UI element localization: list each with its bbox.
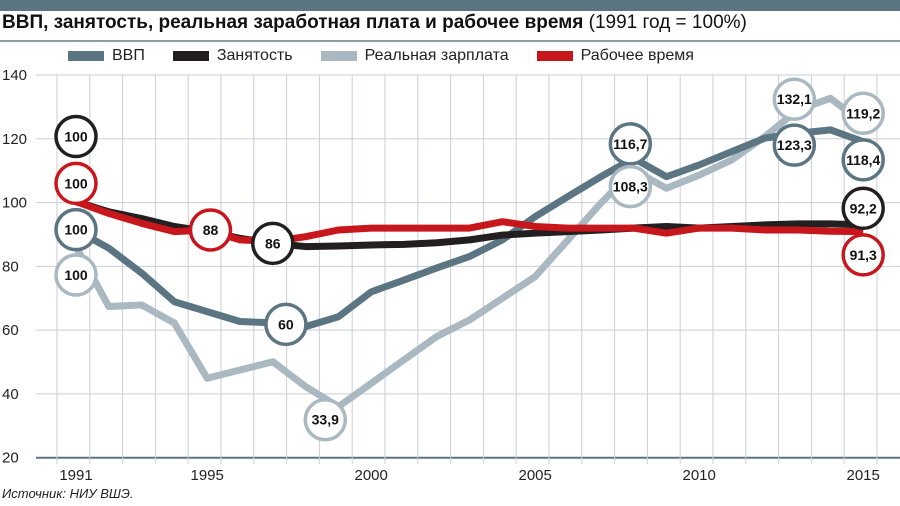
legend-label: Занятость xyxy=(216,47,293,64)
annotation-circle xyxy=(841,233,885,277)
annotation-circle xyxy=(841,186,885,231)
data-label: 100 xyxy=(64,175,88,191)
data-label: 132,1 xyxy=(777,91,812,107)
x-tick-label: 1991 xyxy=(59,467,92,484)
annotation-circle xyxy=(251,221,295,266)
legend-label: Реальная зарплата xyxy=(364,47,509,64)
chart-title: ВВП, занятость, реальная заработная плат… xyxy=(2,12,747,34)
annotation-circle xyxy=(54,114,98,159)
annotation-circle xyxy=(188,208,233,252)
annotation-circle xyxy=(841,138,885,182)
annotation-circle xyxy=(608,122,653,166)
legend-swatch xyxy=(172,51,209,61)
y-tick-label: 140 xyxy=(2,67,27,84)
legend-item-real-wage: Реальная зарплата xyxy=(320,47,509,65)
legend-label: Рабочее время xyxy=(580,47,694,64)
data-label: 100 xyxy=(64,129,88,145)
annotation-circle xyxy=(608,164,653,209)
legend-swatch xyxy=(68,51,104,61)
annotation-circle xyxy=(54,207,98,252)
y-tick-label: 60 xyxy=(2,322,19,339)
x-tick-label: 2000 xyxy=(355,467,388,484)
x-tick-label: 1995 xyxy=(191,467,224,484)
title-divider xyxy=(0,40,900,42)
x-tick-label: 2015 xyxy=(847,467,880,484)
legend-label: ВВП xyxy=(112,47,145,64)
data-label: 92,2 xyxy=(850,200,877,216)
data-label: 116,7 xyxy=(613,136,647,152)
legend-swatch xyxy=(536,51,573,61)
annotation-circle xyxy=(303,397,348,442)
legend-item-employment: Занятость xyxy=(172,47,293,65)
x-tick-label: 2005 xyxy=(519,467,552,484)
y-tick-label: 20 xyxy=(2,450,19,467)
data-label: 123,3 xyxy=(777,137,812,153)
title-main: ВВП, занятость, реальная заработная плат… xyxy=(2,12,584,33)
data-label: 33,9 xyxy=(312,412,339,428)
legend: ВВП Занятость Реальная зарплата Рабочее … xyxy=(68,47,722,65)
data-label: 88 xyxy=(203,222,219,238)
annotation-circle xyxy=(841,91,885,136)
data-label: 118,4 xyxy=(846,152,880,168)
annotation-circle xyxy=(264,302,308,347)
annotation-circle xyxy=(772,123,817,167)
source-note: Источник: НИУ ВШЭ. xyxy=(2,486,134,501)
annotation-circle xyxy=(772,77,817,121)
y-tick-label: 40 xyxy=(2,386,19,403)
data-label: 60 xyxy=(278,316,294,332)
y-tick-label: 120 xyxy=(2,131,27,148)
x-tick-label: 2010 xyxy=(683,467,716,484)
annotation-circle xyxy=(54,253,98,297)
data-label: 100 xyxy=(64,267,88,283)
top-color-bar xyxy=(0,0,900,11)
legend-swatch xyxy=(320,51,357,61)
legend-item-working-time: Рабочее время xyxy=(536,47,694,65)
data-label: 91,3 xyxy=(850,247,877,263)
y-tick-label: 80 xyxy=(2,258,19,275)
annotation-circle xyxy=(54,161,98,206)
y-tick-label: 100 xyxy=(2,195,27,212)
title-subtitle: (1991 год = 100%) xyxy=(588,12,747,33)
data-label: 100 xyxy=(64,222,88,238)
data-label: 86 xyxy=(265,235,281,251)
data-label: 108,3 xyxy=(613,179,648,195)
legend-item-gdp: ВВП xyxy=(68,47,145,65)
data-label: 119,2 xyxy=(846,105,880,121)
